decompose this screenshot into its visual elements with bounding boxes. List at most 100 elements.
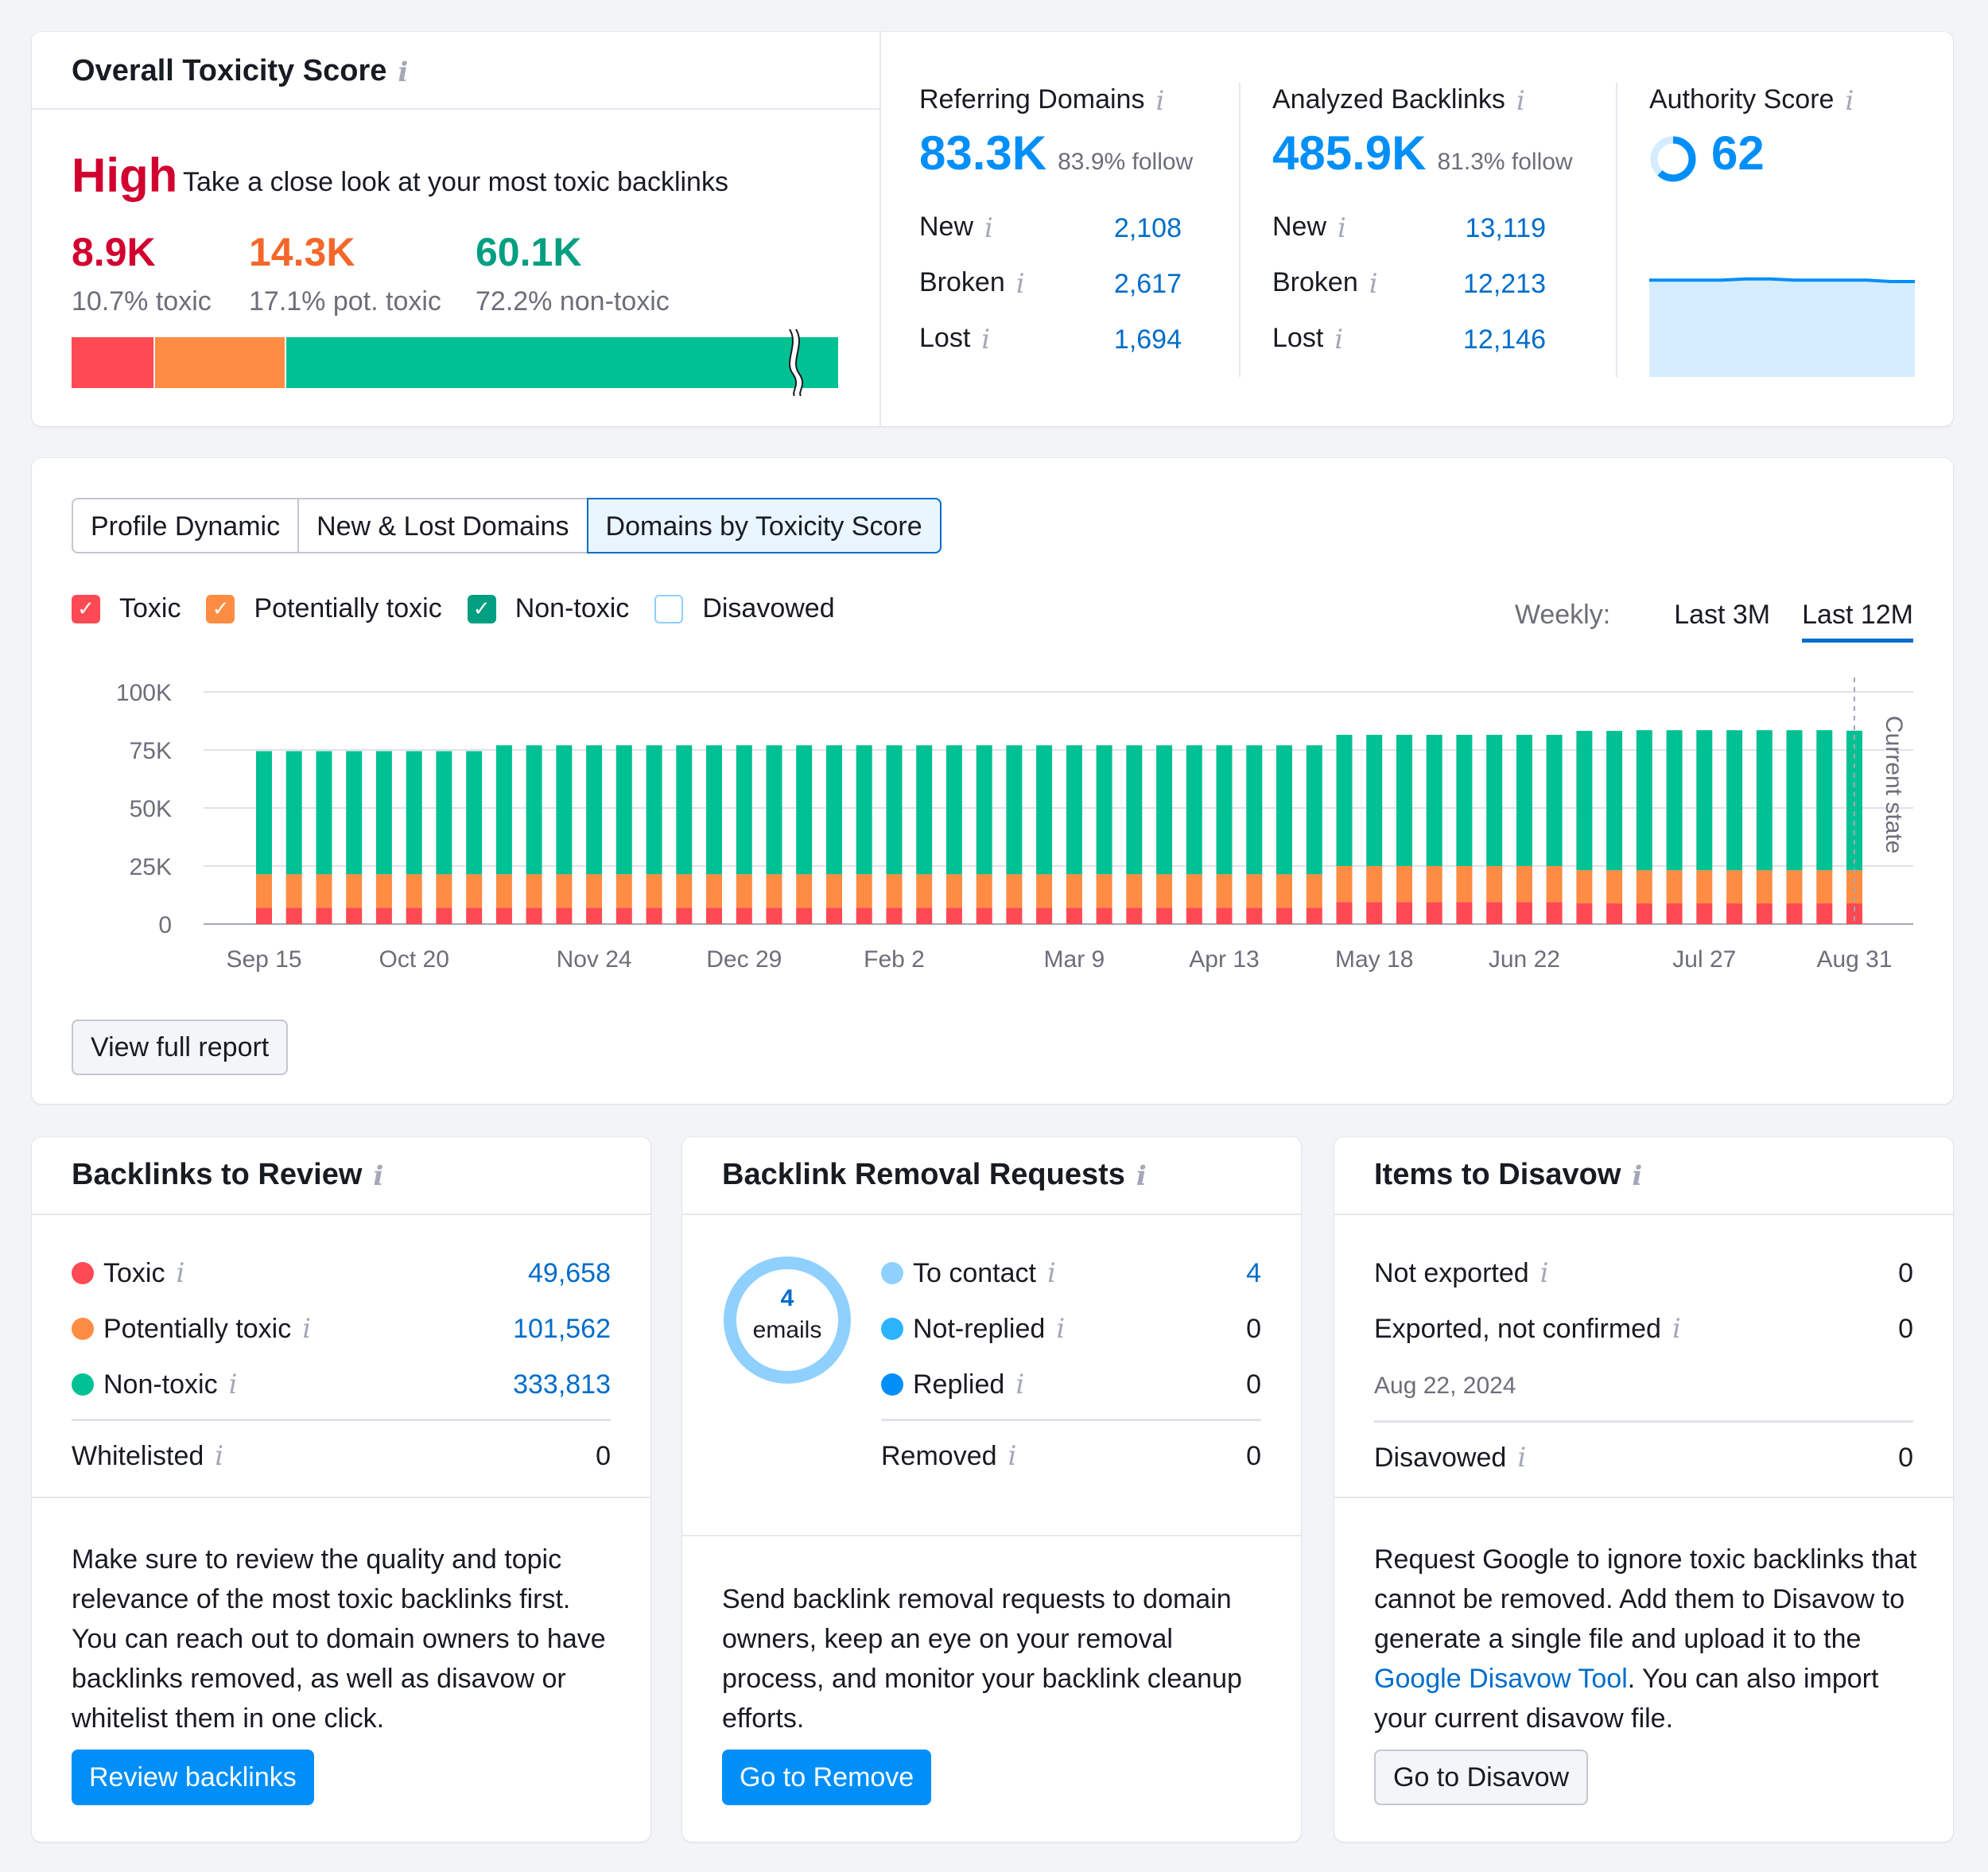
info-icon[interactable]: i	[1845, 85, 1854, 118]
review-pot-toxic-value[interactable]: 101,562	[513, 1313, 611, 1344]
checkbox-checked-icon[interactable]: ✓	[72, 594, 100, 623]
rd-new-label: New i	[919, 212, 993, 244]
info-icon[interactable]: i	[1136, 1159, 1147, 1192]
toxic-bar-segment	[1516, 902, 1532, 924]
info-icon[interactable]: i	[373, 1159, 384, 1192]
rd-new-value[interactable]: 2,108	[1113, 213, 1182, 243]
info-icon[interactable]: i	[1516, 85, 1525, 118]
info-icon[interactable]: i	[1008, 1440, 1017, 1472]
go-to-disavow-button[interactable]: Go to Disavow	[1374, 1750, 1589, 1805]
info-icon[interactable]: i	[176, 1257, 185, 1289]
pot-toxic-bar-segment	[976, 874, 992, 908]
rd-broken-label-text: Broken	[919, 267, 1005, 297]
google-disavow-tool-link[interactable]: Google Disavow Tool	[1374, 1664, 1628, 1694]
non-toxic-bar-segment	[1126, 745, 1143, 875]
info-icon[interactable]: i	[1672, 1313, 1681, 1345]
toxic-bar-segment	[556, 907, 573, 924]
y-tick-label: 75K	[130, 738, 172, 764]
legend-non-toxic[interactable]: ✓ Non-toxic	[467, 593, 629, 624]
info-icon[interactable]: i	[1517, 1442, 1527, 1474]
pot-toxic-bar-segment	[676, 874, 693, 908]
pot-toxic-bar-segment	[1306, 874, 1322, 908]
checkbox-checked-icon[interactable]: ✓	[467, 594, 496, 623]
toxic-bar-segment	[316, 907, 332, 924]
tab-profile-dynamic[interactable]: Profile Dynamic	[72, 498, 300, 553]
period-label: Weekly:	[1514, 600, 1611, 630]
toxicity-share-bar	[72, 337, 838, 388]
pot-toxic-bar-segment	[1426, 866, 1442, 903]
toxic-bar-segment	[466, 907, 483, 924]
pot-toxic-bar-segment	[1396, 866, 1412, 903]
info-icon[interactable]: i	[302, 1313, 312, 1345]
info-icon[interactable]: i	[398, 56, 409, 88]
row-separator	[72, 1419, 611, 1421]
toxicity-title-text: Overall Toxicity Score	[72, 54, 387, 87]
x-tick-label: Dec 29	[706, 946, 782, 973]
pot-toxic-bar-segment	[1816, 870, 1833, 904]
toxic-bar-segment	[1306, 907, 1322, 924]
rd-lost-value[interactable]: 1,694	[1113, 324, 1182, 355]
tab-new-lost-domains[interactable]: New & Lost Domains	[297, 498, 588, 553]
info-icon[interactable]: i	[1632, 1159, 1643, 1192]
analyzed-backlinks-title-text: Analyzed Backlinks	[1272, 84, 1505, 115]
pot-toxic-bar-segment	[916, 874, 933, 908]
non-toxic-share-segment	[284, 337, 838, 388]
go-to-remove-button[interactable]: Go to Remove	[722, 1750, 932, 1805]
toxic-bar-segment	[1486, 902, 1503, 924]
non-toxic-bar-segment	[375, 751, 392, 875]
info-icon[interactable]: i	[215, 1440, 224, 1472]
toxic-bar-segment	[1036, 907, 1053, 924]
disavow-row-not-exported: Not exported i 0	[1374, 1253, 1913, 1293]
info-icon[interactable]: i	[228, 1369, 238, 1400]
pot-toxic-dot-icon	[72, 1318, 94, 1340]
pot-toxic-bar-segment	[256, 874, 272, 908]
checkbox-checked-icon[interactable]: ✓	[206, 594, 235, 623]
non-toxic-bar-segment	[1426, 735, 1442, 866]
review-whitelisted-label: Whitelisted	[72, 1440, 204, 1471]
info-icon[interactable]: i	[1015, 268, 1025, 301]
info-icon[interactable]: i	[1056, 1313, 1066, 1345]
info-icon[interactable]: i	[1338, 212, 1346, 245]
ab-lost-value[interactable]: 12,146	[1463, 324, 1546, 355]
toxic-bar-segment	[706, 907, 722, 924]
view-full-report-button[interactable]: View full report	[72, 1020, 289, 1075]
review-non-toxic-value[interactable]: 333,813	[513, 1369, 611, 1400]
section-divider	[32, 1497, 650, 1498]
pot-toxic-bar-segment	[886, 874, 903, 908]
info-icon[interactable]: i	[1369, 268, 1378, 301]
info-icon[interactable]: i	[1046, 1257, 1056, 1289]
legend-toxic[interactable]: ✓ Toxic	[72, 593, 181, 624]
review-title: Backlinks to Review i	[72, 1158, 383, 1192]
review-toxic-value[interactable]: 49,658	[528, 1257, 611, 1288]
toxicity-chart-card: Profile Dynamic New & Lost Domains Domai…	[32, 458, 1953, 1104]
period-last-3m[interactable]: Last 3M	[1674, 600, 1771, 630]
legend-pot-toxic[interactable]: ✓ Potentially toxic	[206, 593, 442, 624]
pot-toxic-bar-segment	[346, 874, 363, 908]
toxic-bar-segment	[1456, 902, 1473, 924]
toxic-bar-segment	[856, 907, 872, 924]
rd-broken-value[interactable]: 2,617	[1113, 269, 1182, 299]
info-icon[interactable]: i	[1540, 1257, 1549, 1289]
tab-domains-by-toxicity[interactable]: Domains by Toxicity Score	[586, 498, 942, 553]
analyzed-backlinks-value[interactable]: 485.9K	[1272, 126, 1427, 180]
removal-requests-card: Backlink Removal Requests i 4 emails To c…	[682, 1137, 1301, 1842]
review-backlinks-button[interactable]: Review backlinks	[72, 1750, 314, 1805]
x-tick-label: Oct 20	[379, 946, 449, 973]
info-icon[interactable]: i	[1155, 85, 1165, 118]
ab-lost-label-text: Lost	[1272, 323, 1324, 353]
info-icon[interactable]: i	[1015, 1369, 1025, 1400]
period-last-12m[interactable]: Last 12M	[1802, 600, 1913, 643]
non-toxic-bar-segment	[285, 751, 302, 875]
period-selector: Weekly: Last 3M Last 12M	[1515, 600, 1913, 643]
ab-new-value[interactable]: 13,119	[1465, 213, 1546, 243]
replied-value: 0	[1246, 1369, 1261, 1400]
toxic-bar-segment	[736, 907, 752, 924]
info-icon[interactable]: i	[981, 324, 991, 356]
ab-broken-value[interactable]: 12,213	[1463, 269, 1546, 299]
info-icon[interactable]: i	[1334, 324, 1344, 356]
legend-disavowed[interactable]: Disavowed	[654, 593, 835, 624]
referring-domains-value[interactable]: 83.3K	[919, 126, 1047, 180]
info-icon[interactable]: i	[984, 212, 993, 245]
checkbox-unchecked-icon[interactable]	[654, 594, 684, 623]
to-contact-value[interactable]: 4	[1246, 1257, 1261, 1288]
